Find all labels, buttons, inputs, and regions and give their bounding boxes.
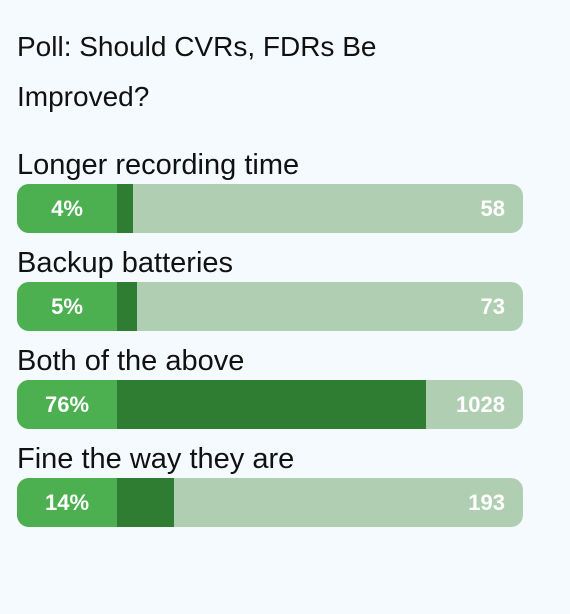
option-bar[interactable]: 5% 73 xyxy=(17,282,523,331)
poll-options: Longer recording time 4% 58 Backup batte… xyxy=(17,147,523,527)
vote-count: 193 xyxy=(468,490,505,515)
vote-fill-bar xyxy=(117,380,426,429)
poll-option-both-of-the-above: Both of the above 76% 1028 xyxy=(17,343,523,429)
option-bar[interactable]: 76% 1028 xyxy=(17,380,523,429)
percent-label: 14% xyxy=(44,490,90,515)
option-label: Both of the above xyxy=(17,345,245,377)
percent-box xyxy=(17,380,117,429)
percent-label: 4% xyxy=(51,196,83,221)
option-label: Longer recording time xyxy=(17,149,300,181)
poll-widget: Poll: Should CVRs, FDRs Be Improved? Lon… xyxy=(17,0,523,539)
vote-fill-bar xyxy=(117,184,133,233)
poll-option-backup-batteries: Backup batteries 5% 73 xyxy=(17,245,523,331)
option-label: Fine the way they are xyxy=(17,443,295,475)
poll-title: Poll: Should CVRs, FDRs Be Improved? xyxy=(17,31,377,112)
percent-label: 5% xyxy=(51,294,83,319)
poll-option-fine-the-way-they-are: Fine the way they are 14% 193 xyxy=(17,441,523,527)
option-bar[interactable]: 14% 193 xyxy=(17,478,523,527)
percent-label: 76% xyxy=(44,392,90,417)
vote-fill-bar xyxy=(117,478,174,527)
percent-box xyxy=(17,282,117,331)
vote-count: 1028 xyxy=(456,392,505,417)
poll-option-longer-recording-time: Longer recording time 4% 58 xyxy=(17,147,523,233)
option-bar[interactable]: 4% 58 xyxy=(17,184,523,233)
vote-count: 73 xyxy=(480,294,505,319)
percent-box xyxy=(17,478,117,527)
option-label: Backup batteries xyxy=(17,247,234,279)
vote-fill-bar xyxy=(117,282,137,331)
vote-count: 58 xyxy=(480,196,505,221)
percent-box xyxy=(17,184,117,233)
